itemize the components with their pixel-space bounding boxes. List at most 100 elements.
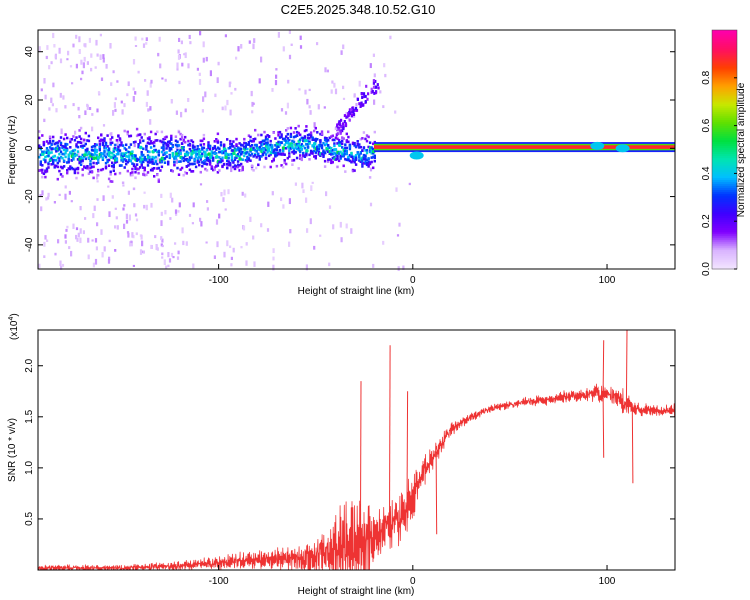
snr-x-tick-label: -100 <box>209 576 229 587</box>
spectrogram-ridge-cell <box>143 168 146 172</box>
spectrogram-ridge-cell <box>295 142 299 146</box>
spectrogram-ridge-cell <box>120 143 123 147</box>
spectrogram-ridge-cell <box>160 146 164 149</box>
spectrogram-noise-cell <box>131 232 134 238</box>
spectrogram-ridge-cell <box>361 162 364 166</box>
spectrogram-ridge-cell <box>72 167 75 171</box>
spectrogram-ridge-cell <box>143 173 146 177</box>
spectrogram-ridge-cell <box>215 138 218 141</box>
spectrogram-ridge-cell <box>73 171 77 175</box>
spectrogram-ridge-cell <box>266 142 269 146</box>
spectrogram-ridge-cell <box>132 163 136 166</box>
spectrogram-ridge-cell <box>55 146 58 150</box>
spectrogram-noise-cell <box>334 88 338 95</box>
spectrogram-ridge-cell <box>333 138 336 142</box>
spectrogram-noise-cell <box>44 94 47 100</box>
spectrogram-ridge-cell <box>323 165 327 168</box>
spectrogram-ridge-cell <box>302 144 305 148</box>
spectrogram-ridge-cell <box>41 134 44 137</box>
spectrogram-noise-cell <box>53 201 56 204</box>
spectrogram-drift-cell <box>370 90 373 94</box>
spectrogram-ridge-cell <box>114 143 117 147</box>
spectrogram-ridge-cell <box>275 152 279 155</box>
spectrogram-ridge-cell <box>153 148 156 152</box>
spectrogram-ridge-cell <box>359 159 362 163</box>
spectrogram-ridge-cell <box>286 140 289 143</box>
spectrogram-ridge-cell <box>286 132 289 136</box>
spectrogram-ridge-cell <box>320 130 324 133</box>
colorbar-cell <box>712 245 737 248</box>
spectrogram-noise-cell <box>200 221 203 227</box>
spectrogram-drift-cell <box>362 92 366 96</box>
spectrogram-noise-cell <box>95 39 98 46</box>
spectrogram-noise-cell <box>271 88 274 92</box>
spectrogram-ridge-cell <box>311 138 314 141</box>
spectrogram-noise-cell <box>408 182 411 186</box>
spectrogram-ridge-cell <box>98 147 101 151</box>
spectrogram-ridge-cell <box>264 153 268 156</box>
spectrogram-noise-cell <box>155 244 158 248</box>
spectrogram-drift-cell <box>360 101 363 105</box>
colorbar-cell <box>712 243 737 246</box>
spectrogram-ridge-cell <box>210 165 213 168</box>
spectrogram-noise-cell <box>181 62 184 67</box>
spectrogram-noise-cell <box>44 235 47 240</box>
spectrogram-ridge-cell <box>106 145 109 148</box>
spectrogram-ridge-cell <box>354 154 358 157</box>
spectrogram-ridge-cell <box>372 142 375 146</box>
spectrogram-noise-cell <box>240 44 243 49</box>
spectrogram-noise-cell <box>103 246 106 252</box>
spectrogram-noise-cell <box>161 256 164 259</box>
spectrogram-ridge-cell <box>261 149 265 153</box>
spectrogram-noise-cell <box>168 258 172 263</box>
spectrogram-ridge-cell <box>218 156 221 159</box>
spectrogram-ridge-cell <box>339 132 342 135</box>
spectrogram-ridge-cell <box>361 165 364 168</box>
spectrogram-ridge-cell <box>345 132 348 136</box>
spectrogram-ridge-cell <box>297 167 300 170</box>
spectrogram-ridge-cell <box>244 142 247 145</box>
spectrogram-ridge-cell <box>367 160 370 164</box>
spectrogram-ridge-cell <box>358 156 361 159</box>
spectrogram-noise-cell <box>58 193 61 197</box>
spectrogram-ridge-cell <box>204 167 207 171</box>
spectrogram-ridge-cell <box>226 152 229 156</box>
spectrogram-ridge-cell <box>291 150 294 154</box>
spectrogram-ridge-cell <box>309 134 313 137</box>
spectrogram-ridge-cell <box>142 147 145 151</box>
spectrogram-ridge-cell <box>207 141 210 144</box>
spectrogram-noise-cell <box>288 241 291 247</box>
spectrogram-ridge-cell <box>370 146 373 149</box>
spectrogram-noise-cell <box>75 63 78 69</box>
spectrogram-noise-cell <box>45 197 48 201</box>
spectrogram-ridge-cell <box>67 153 70 156</box>
spectrogram-noise-cell <box>102 54 105 59</box>
spectrogram-ridge-cell <box>52 135 55 139</box>
spectrogram-noise-cell <box>288 30 291 34</box>
spectrogram-ridge-cell <box>207 143 210 147</box>
spectrogram-ridge-cell <box>165 155 168 159</box>
spectrogram-noise-cell <box>70 200 73 203</box>
spectrogram-ridge-cell <box>222 144 226 147</box>
spectrogram-ridge-cell <box>208 163 212 166</box>
spectrogram-ridge-cell <box>168 154 171 158</box>
spectrogram-ridge-cell <box>149 158 153 161</box>
spectrogram-ridge-cell <box>280 133 283 136</box>
spectrogram-ridge-cell <box>125 162 128 166</box>
spectrogram-ridge-cell <box>272 131 275 134</box>
spectrogram-noise-cell <box>134 91 137 95</box>
spectrogram-ridge-cell <box>226 159 229 163</box>
spectrogram-ridge-cell <box>370 151 373 155</box>
spectrogram-ridge-cell <box>38 136 41 140</box>
spectrogram-ridge-cell <box>174 155 178 158</box>
spectrogram-ridge-cell <box>236 163 240 167</box>
spectrogram-ridge-cell <box>135 163 139 166</box>
spectrogram-ridge-cell <box>142 166 145 169</box>
spectrogram-ridge-cell <box>354 158 358 161</box>
spectrogram-ridge-cell <box>222 151 226 154</box>
spectrogram-ridge-cell <box>361 160 364 163</box>
spectrogram-ridge-cell <box>254 148 257 152</box>
spectrogram-ridge-cell <box>204 162 207 166</box>
spectrogram-ridge-cell <box>198 153 201 156</box>
spectrogram-noise-cell <box>350 228 353 234</box>
